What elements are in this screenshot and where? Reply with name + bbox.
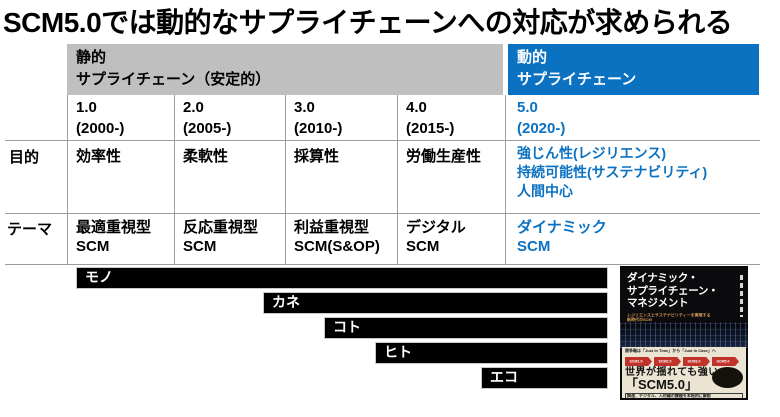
book-title: ダイナミック・ サプライチェーン・ マネジメント — [620, 266, 748, 310]
theme-line: SCM — [517, 238, 551, 255]
grid-vline — [67, 95, 68, 264]
dynamic-era-header: 動的 サプライチェーン — [508, 44, 759, 95]
static-era-line1: 静的 — [76, 49, 107, 66]
book-footnote: 調達、デジタル、人材難の課題を本格的に解説 — [627, 393, 711, 398]
purpose-row-label: 目的 — [9, 149, 40, 166]
theme-line: 最適重視型 — [76, 219, 152, 236]
book-title-line: マネジメント — [627, 297, 689, 309]
theme-line: 反応重視型 — [183, 219, 259, 236]
version-cell-3: 3.0 (2010-) — [294, 97, 342, 139]
version-cell-5: 5.0 (2020-) — [517, 97, 565, 139]
version-number: 3.0 — [294, 99, 315, 116]
version-number: 4.0 — [406, 99, 427, 116]
static-era-header: 静的 サプライチェーン（安定的） — [67, 44, 503, 95]
theme-line: デジタル — [406, 219, 466, 236]
purpose-cell-4: 労働生産性 — [406, 148, 482, 165]
bar-hito: ヒト — [375, 342, 608, 364]
grid-vline — [174, 95, 175, 264]
theme-cell-1: 最適重視型 SCM — [76, 218, 151, 256]
purpose-cell-2: 柔軟性 — [183, 148, 229, 165]
version-period: (2020-) — [517, 120, 566, 137]
version-period: (2005-) — [183, 120, 232, 137]
version-period: (2010-) — [294, 120, 343, 137]
scm-badge: SCM1.0 — [625, 357, 652, 366]
purpose-cell-5: 強じん性(レジリエンス) 持続可能性(サステナビリティ) 人間中心 — [517, 144, 707, 201]
version-cell-2: 2.0 (2005-) — [183, 97, 231, 139]
book-tagline: 競争軸は「Just In Time」から「Just In Case」へ — [625, 348, 716, 353]
theme-line: ダイナミック — [517, 219, 607, 236]
version-period: (2000-) — [76, 120, 125, 137]
book-badges: SCM1.0 SCM2.0 SCM3.0 SCM5.0 — [625, 357, 743, 366]
book-title-line: サプライチェーン・ — [627, 284, 719, 297]
theme-cell-2: 反応重視型 SCM — [183, 218, 258, 256]
version-cell-4: 4.0 (2015-) — [406, 97, 454, 139]
purpose-line: 人間中心 — [517, 183, 573, 199]
book-title-line: ダイナミック・ — [627, 272, 698, 284]
book-author-vertical-text — [740, 275, 743, 317]
bar-kane: カネ — [263, 292, 608, 314]
book-footnote-box: 調達、デジタル、人材難の課題を本格的に解説 — [625, 393, 743, 398]
grid-vline — [285, 95, 286, 264]
dynamic-era-line2: サプライチェーン — [517, 71, 637, 88]
page-title: SCM5.0では動的なサプライチェーンへの対応が求められる — [3, 7, 733, 38]
book-subtitle-line: 新時代のSCM — [627, 317, 652, 322]
book-city-photo — [620, 322, 748, 348]
dynamic-era-line1: 動的 — [517, 49, 548, 66]
theme-line: SCM — [76, 238, 110, 255]
book-bottom-band: 競争軸は「Just In Time」から「Just In Case」へ SCM1… — [622, 347, 746, 398]
version-number: 2.0 — [183, 99, 204, 116]
purpose-cell-3: 採算性 — [294, 148, 340, 165]
theme-cell-4: デジタル SCM — [406, 218, 466, 256]
book-headline-1: 世界が揺れても強い — [625, 367, 719, 378]
grid-hline — [5, 140, 760, 141]
purpose-line: 持続可能性(サステナビリティ) — [517, 164, 708, 180]
theme-row-label: テーマ — [7, 221, 53, 238]
book-cover: ダイナミック・ サプライチェーン・ マネジメント レジリエンスとサステナビリティ… — [620, 266, 748, 400]
theme-line: SCM — [183, 238, 217, 255]
scm-badge: SCM5.0 — [712, 357, 739, 366]
theme-cell-3: 利益重視型 SCM(S&OP) — [294, 218, 380, 256]
purpose-cell-1: 効率性 — [76, 148, 122, 165]
purpose-line: 強じん性(レジリエンス) — [517, 145, 667, 161]
version-number: 1.0 — [76, 99, 97, 116]
book-subtitle: レジリエンスとサステナビリティーを実現する 新時代のSCM — [627, 313, 755, 322]
bar-koto: コト — [324, 317, 608, 339]
theme-line: SCM — [406, 238, 440, 255]
theme-cell-5: ダイナミック SCM — [517, 218, 607, 256]
bar-eco: エコ — [481, 367, 608, 389]
version-cell-1: 1.0 (2000-) — [76, 97, 124, 139]
scm-badge: SCM2.0 — [654, 357, 681, 366]
book-subtitle-line: レジリエンスとサステナビリティーを実現する — [627, 312, 711, 318]
bar-mono: モノ — [76, 267, 608, 289]
version-number: 5.0 — [517, 99, 538, 116]
scm-badge: SCM3.0 — [683, 357, 710, 366]
grid-hline — [5, 213, 760, 214]
grid-vline — [505, 95, 506, 264]
theme-line: SCM(S&OP) — [294, 238, 380, 255]
book-headline-2: 「SCM5.0」 — [625, 377, 698, 392]
version-period: (2015-) — [406, 120, 455, 137]
static-era-line2: サプライチェーン（安定的） — [76, 71, 271, 88]
book-seal-badge — [712, 367, 743, 388]
theme-line: 利益重視型 — [294, 219, 370, 236]
grid-hline — [5, 264, 760, 265]
grid-vline — [397, 95, 398, 264]
